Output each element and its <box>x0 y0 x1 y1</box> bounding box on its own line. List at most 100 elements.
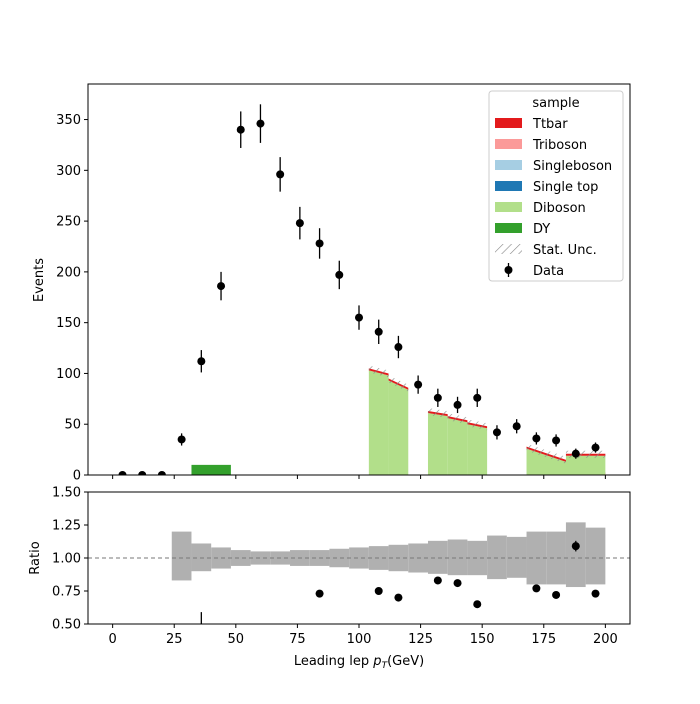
ratio-point <box>394 593 403 602</box>
x-axis-label-subscript: T <box>382 661 389 671</box>
ratio-unc-band <box>349 547 369 569</box>
ratio-unc-band <box>565 522 586 588</box>
x-axis-label-text: Leading lep <box>294 654 369 669</box>
top-y-axis-label: Events <box>32 258 47 302</box>
data-point <box>256 119 265 128</box>
legend-swatch-hatch <box>495 244 522 254</box>
mc-segment-bar <box>388 380 409 475</box>
legend-label: DY <box>533 222 550 237</box>
mc-segment-bar <box>467 424 488 475</box>
ratio-point <box>374 587 383 595</box>
top-y-tick-label: 150 <box>56 316 81 331</box>
ratio-point <box>473 600 482 609</box>
ratio-unc-band <box>250 551 271 565</box>
legend-swatch <box>495 139 522 149</box>
data-point <box>138 471 147 475</box>
data-point <box>512 422 521 431</box>
data-point <box>532 434 541 443</box>
ratio-unc-band <box>546 531 566 585</box>
data-point <box>453 400 462 409</box>
data-point <box>217 282 226 291</box>
x-axis-label: Leading lep pT(GeV) <box>294 654 424 671</box>
top-y-tick-label: 300 <box>56 164 81 179</box>
legend-swatch <box>495 202 522 212</box>
data-point <box>591 443 600 452</box>
ratio-unc-band <box>230 550 251 566</box>
x-tick-label: 125 <box>408 632 433 647</box>
ratio-unc-band <box>191 543 212 572</box>
data-point <box>197 357 206 366</box>
data-point <box>355 313 363 322</box>
data-point <box>118 471 127 475</box>
data-point <box>571 449 580 458</box>
legend: sample Ttbar Triboson Singleboson Single top… <box>488 90 624 282</box>
legend-swatch <box>495 223 522 233</box>
legend-label: Diboson <box>533 201 586 216</box>
x-tick-label: 150 <box>470 632 495 647</box>
data-point <box>374 327 383 336</box>
stat-unc-band <box>388 375 409 392</box>
data-point <box>315 239 324 248</box>
top-y-tick-label: 50 <box>64 418 81 433</box>
ratio-point <box>571 542 580 551</box>
legend-label: Single top <box>533 180 598 195</box>
top-y-tick-label: 0 <box>73 469 81 484</box>
data-point <box>394 343 403 352</box>
legend-label: Stat. Unc. <box>533 243 597 258</box>
legend-swatch <box>495 118 522 128</box>
legend-label: Data <box>533 264 564 279</box>
legend-label: Ttbar <box>532 117 568 132</box>
top-y-tick-label: 350 <box>56 113 81 128</box>
stat-unc-band <box>467 419 488 431</box>
data-point <box>295 219 304 228</box>
ratio-point <box>591 589 600 598</box>
ratio-unc-band <box>585 527 606 585</box>
mc-segment-bar <box>565 455 606 475</box>
x-tick-label: 25 <box>166 632 183 647</box>
ratio-y-axis-label: Ratio <box>28 541 43 574</box>
legend-swatch <box>495 160 522 170</box>
x-axis-label-math: p <box>372 654 381 669</box>
legend-swatch <box>495 181 522 191</box>
ratio-unc-band <box>487 535 507 580</box>
ratio-point <box>532 584 541 593</box>
legend-label: Singleboson <box>533 159 612 174</box>
stat-unc-band <box>427 408 448 419</box>
data-point <box>433 393 442 402</box>
top-y-tick-label: 250 <box>56 215 81 230</box>
x-tick-label: 100 <box>347 632 372 647</box>
ratio-y-tick-label: 0.50 <box>52 618 81 633</box>
top-y-tick-label: 100 <box>56 367 81 382</box>
ratio-y-tick-label: 0.75 <box>52 585 81 600</box>
data-point <box>492 428 501 437</box>
legend-frame <box>488 90 624 282</box>
x-tick-label: 0 <box>108 632 116 647</box>
data-point <box>414 380 423 389</box>
mc-segment-bar <box>427 413 448 475</box>
ratio-plot-area <box>88 522 630 624</box>
ratio-unc-band <box>329 548 350 568</box>
ratio-unc-band <box>427 540 448 574</box>
mc-segment-bar <box>191 464 231 475</box>
top-y-ticks: 0 50 100 150 200 250 300 350 <box>56 113 88 484</box>
x-axis-label-unit: (GeV) <box>387 654 424 669</box>
ratio-point <box>433 576 442 585</box>
data-point <box>552 436 561 445</box>
x-tick-label: 75 <box>289 632 306 647</box>
data-point <box>157 471 166 475</box>
ratio-point <box>453 579 462 588</box>
ratio-y-tick-label: 1.50 <box>52 486 81 501</box>
data-point <box>335 270 344 279</box>
legend-label: Triboson <box>532 138 587 153</box>
ratio-point <box>552 590 561 599</box>
ratio-unc-band <box>506 536 527 578</box>
legend-marker <box>504 266 513 274</box>
x-tick-label: 200 <box>593 632 618 647</box>
ratio-unc-band <box>171 531 192 581</box>
data-point <box>177 435 186 444</box>
data-point <box>236 125 245 134</box>
ratio-unc-band <box>447 539 468 576</box>
legend-title: sample <box>532 96 579 111</box>
